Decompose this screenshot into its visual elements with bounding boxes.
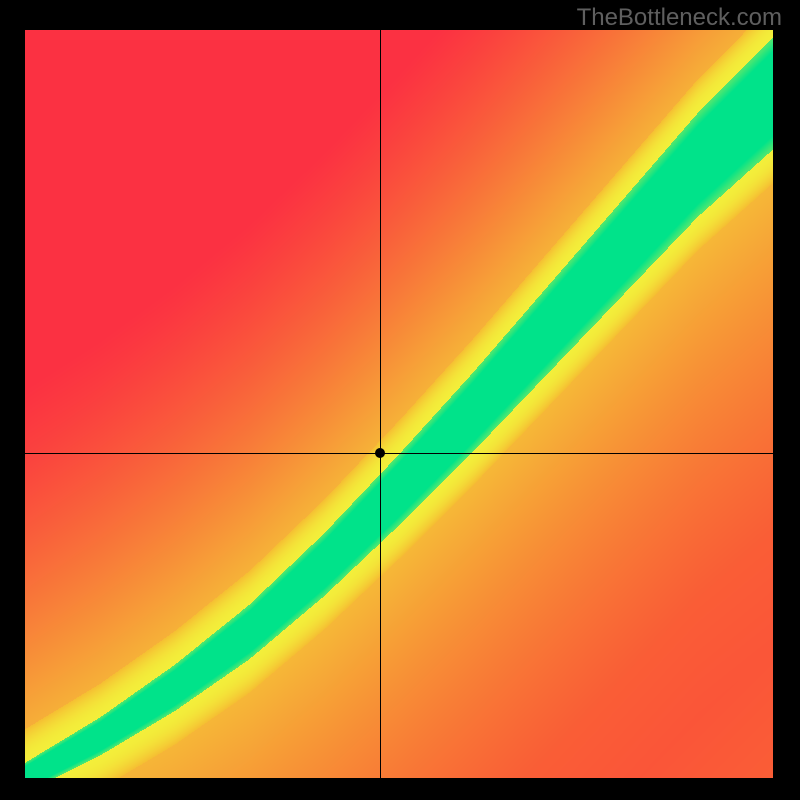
watermark-text: TheBottleneck.com <box>577 4 782 32</box>
heatmap-plot-area <box>25 30 773 778</box>
crosshair-marker-dot <box>375 448 385 458</box>
heatmap-canvas <box>25 30 773 778</box>
crosshair-vertical <box>380 30 381 778</box>
crosshair-horizontal <box>25 453 773 454</box>
chart-outer: TheBottleneck.com <box>0 0 800 800</box>
